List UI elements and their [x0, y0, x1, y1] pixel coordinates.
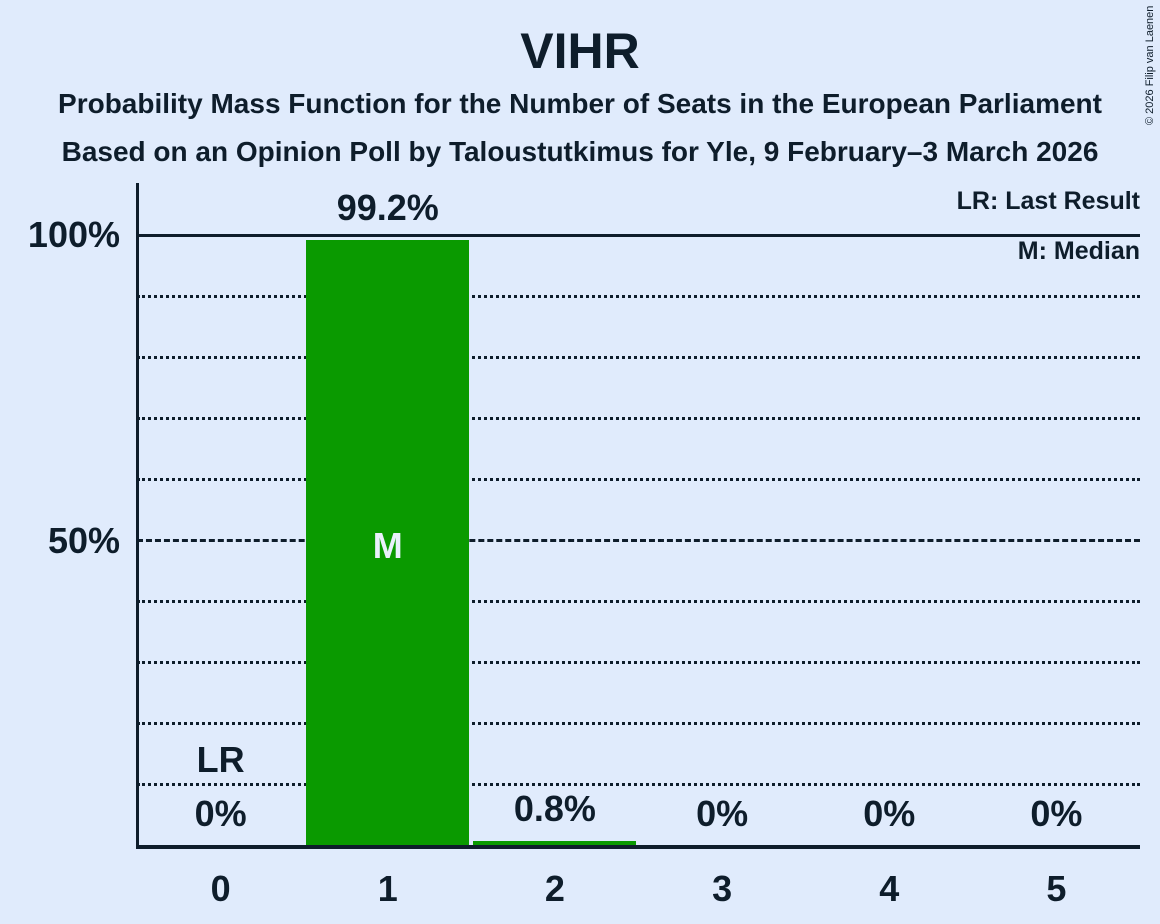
- x-axis-line: [135, 845, 1140, 849]
- y-tick-label-50: 50%: [47, 519, 120, 561]
- x-tick-label-5: 5: [1046, 868, 1067, 909]
- legend-median: M: Median: [1017, 237, 1140, 265]
- page-title: VIHR: [520, 23, 640, 79]
- median-marker: M: [372, 525, 403, 566]
- gridline-60pct: [137, 477, 1140, 481]
- y-axis-line: [135, 183, 139, 848]
- x-tick-label-4: 4: [879, 868, 900, 909]
- gridline-50pct-dashed: [137, 539, 1140, 542]
- gridline-10pct: [137, 783, 1140, 787]
- y-tick-label-100: 100%: [27, 214, 120, 255]
- gridline-100pct-solid: [137, 233, 1140, 237]
- bar-value-label-seats-4: 0%: [863, 793, 916, 834]
- bar-value-label-seats-1: 99.2%: [336, 186, 439, 228]
- bar-value-label-seats-2: 0.8%: [513, 788, 596, 830]
- legend-last-result: LR: Last Result: [956, 187, 1140, 215]
- bar-value-label-seats-0: 0%: [194, 793, 247, 834]
- gridline-30pct: [137, 661, 1140, 665]
- last-result-marker: LR: [196, 739, 245, 780]
- gridline-40pct: [137, 600, 1140, 604]
- x-tick-label-0: 0: [210, 868, 231, 909]
- x-tick-label-2: 2: [544, 868, 565, 909]
- gridline-70pct: [137, 416, 1140, 420]
- bar-seats-1: [306, 239, 470, 846]
- bar-value-label-seats-5: 0%: [1030, 793, 1083, 834]
- gridline-90pct: [137, 294, 1140, 298]
- x-tick-label-1: 1: [377, 868, 398, 909]
- bar-seats-2: [473, 841, 637, 846]
- chart-subtitle-line1: Probability Mass Function for the Number…: [58, 88, 1102, 119]
- gridline-80pct: [137, 355, 1140, 359]
- bar-value-label-seats-3: 0%: [696, 793, 749, 834]
- chart-subtitle-line2: Based on an Opinion Poll by Taloustutkim…: [61, 136, 1099, 167]
- x-tick-label-3: 3: [712, 868, 733, 909]
- gridline-20pct: [137, 722, 1140, 726]
